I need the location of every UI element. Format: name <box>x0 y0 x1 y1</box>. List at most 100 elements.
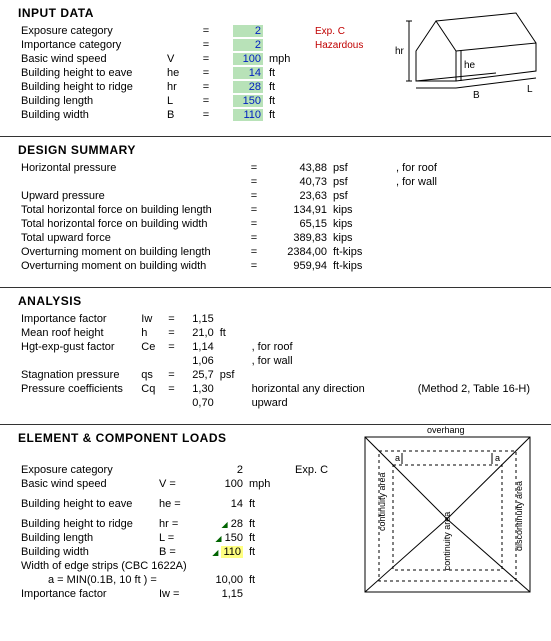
param-label: Building height to eave <box>18 66 164 80</box>
param-unit: ft <box>246 545 292 559</box>
param-unit: ft <box>246 517 292 531</box>
param-extra <box>368 340 533 354</box>
element-row: Importance factorIw =1,15 <box>18 587 331 601</box>
param-symbol: hr <box>164 80 196 94</box>
param-value: 2 <box>196 463 246 477</box>
equals: = <box>244 231 264 245</box>
equals <box>164 396 180 410</box>
param-symbol: Cq <box>138 382 163 396</box>
param-note: , for wall <box>249 354 368 368</box>
param-note: Exp. C <box>292 463 331 477</box>
equals <box>164 354 180 368</box>
param-symbol: B <box>164 108 196 122</box>
param-unit <box>217 382 249 396</box>
param-symbol: qs <box>138 368 163 382</box>
roof-plan-diagram: overhang a a continuity area discontinui… <box>345 425 551 596</box>
param-note <box>376 189 440 203</box>
equals: = <box>196 80 216 94</box>
param-label: Building height to ridge <box>18 80 164 94</box>
input-row: Building lengthL=150ft <box>18 94 366 108</box>
param-unit <box>266 38 312 52</box>
param-symbol <box>156 463 196 477</box>
analysis-row: Mean roof heighth=21,0ft <box>18 326 533 340</box>
equals: = <box>244 203 264 217</box>
param-unit: psf <box>330 189 376 203</box>
param-label: Building length <box>18 531 156 545</box>
param-unit: ft <box>266 108 312 122</box>
param-note <box>312 52 366 66</box>
summary-row: Total upward force=389,83kips <box>18 231 440 245</box>
param-symbol <box>164 38 196 52</box>
analysis-heading: ANALYSIS <box>18 294 533 308</box>
summary-row: Overturning moment on building length=23… <box>18 245 440 259</box>
analysis-row: 0,70upward <box>18 396 533 410</box>
param-label <box>18 354 138 368</box>
summary-row: Upward pressure=23,63psf <box>18 189 440 203</box>
param-label: Exposure category <box>18 463 156 477</box>
input-row: Basic wind speedV=100mph <box>18 52 366 66</box>
element-row: a = MIN(0.1B, 10 ft ) =10,00ft <box>18 573 331 587</box>
param-symbol: h <box>138 326 163 340</box>
element-row: Width of edge strips (CBC 1622A) <box>18 559 331 573</box>
equals: = <box>196 38 216 52</box>
param-unit: kips <box>330 217 376 231</box>
param-label: Building width <box>18 545 156 559</box>
param-label: Importance category <box>18 38 164 52</box>
param-extra <box>368 326 533 340</box>
param-unit: ft <box>246 573 292 587</box>
param-label: Overturning moment on building width <box>18 259 244 273</box>
param-label: Upward pressure <box>18 189 244 203</box>
diagram-hr: hr <box>395 46 405 57</box>
param-value: 134,91 <box>264 203 330 217</box>
equals: = <box>164 368 180 382</box>
param-symbol: he <box>164 66 196 80</box>
diagram-a1: a <box>495 453 500 463</box>
param-label: Basic wind speed <box>18 477 156 491</box>
param-unit: mph <box>266 52 312 66</box>
param-symbol: Ce <box>138 340 163 354</box>
param-value: 2 <box>216 38 266 52</box>
param-symbol: he = <box>156 497 196 511</box>
element-row: Building height to eavehe =14ft <box>18 497 331 511</box>
param-label: Mean roof height <box>18 326 138 340</box>
analysis-row: Stagnation pressureqs=25,7psf <box>18 368 533 382</box>
param-unit: ft <box>246 531 292 545</box>
equals: = <box>196 108 216 122</box>
param-label: Hgt-exp-gust factor <box>18 340 138 354</box>
param-symbol: Iw = <box>156 587 196 601</box>
param-value: ◢ 110 <box>196 545 246 559</box>
element-row: Basic wind speedV =100mph <box>18 477 331 491</box>
diagram-overhang: overhang <box>427 425 465 435</box>
param-unit: psf <box>330 175 376 189</box>
param-symbol: V <box>164 52 196 66</box>
equals: = <box>196 66 216 80</box>
param-value: 28 <box>216 80 266 94</box>
param-unit: ft <box>217 326 249 340</box>
param-extra: (Method 2, Table 16-H) <box>368 382 533 396</box>
param-label: Building height to ridge <box>18 517 156 531</box>
param-unit: kips <box>330 203 376 217</box>
param-unit: mph <box>246 477 292 491</box>
element-row: Building height to ridgehr =◢ 28ft <box>18 517 331 531</box>
diagram-cont2: continuity area <box>442 512 452 571</box>
param-extra <box>368 396 533 410</box>
summary-table: Horizontal pressure=43,88psf, for roof=4… <box>18 161 440 273</box>
param-label: Total upward force <box>18 231 244 245</box>
equals: = <box>164 340 180 354</box>
analysis-row: 1,06, for wall <box>18 354 533 368</box>
param-symbol: L <box>164 94 196 108</box>
param-note <box>249 312 368 326</box>
param-value: 110 <box>216 108 266 122</box>
equals: = <box>244 245 264 259</box>
param-value: 1,15 <box>179 312 216 326</box>
param-note: , for roof <box>376 161 440 175</box>
input-row: Building height to eavehe=14ft <box>18 66 366 80</box>
param-value: 389,83 <box>264 231 330 245</box>
equals: = <box>244 161 264 175</box>
summary-row: Total horizontal force on building lengt… <box>18 203 440 217</box>
param-note <box>312 94 366 108</box>
equals: = <box>164 312 180 326</box>
param-label: Importance factor <box>18 312 138 326</box>
diagram-cont: continuity area <box>377 472 387 531</box>
param-value: 2 <box>216 24 266 38</box>
